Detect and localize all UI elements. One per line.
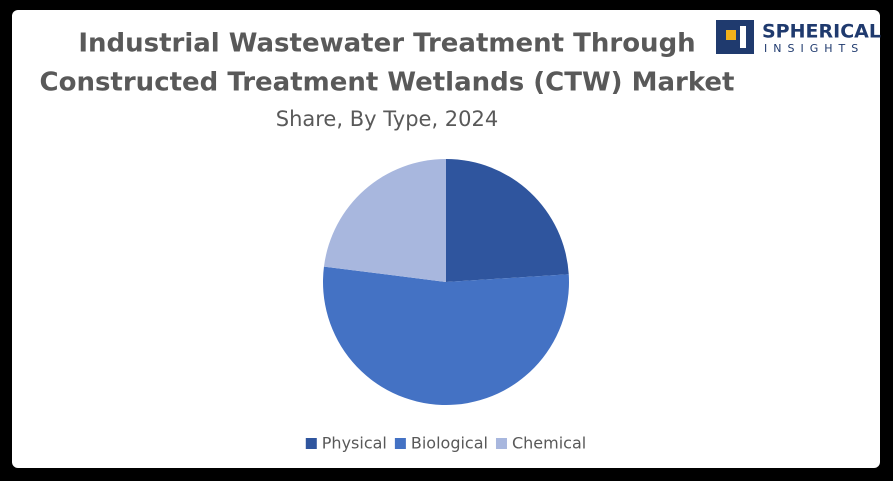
pie-slice bbox=[446, 159, 569, 282]
logo-mark-bar bbox=[740, 26, 746, 48]
legend-label: Physical bbox=[322, 434, 387, 453]
legend-label: Chemical bbox=[512, 434, 586, 453]
legend-label: Biological bbox=[411, 434, 488, 453]
pie-slice bbox=[322, 266, 569, 406]
legend-swatch bbox=[495, 438, 507, 449]
pie-slice bbox=[323, 159, 446, 282]
legend-swatch bbox=[305, 438, 317, 449]
chart-title: Industrial Wastewater Treatment Through bbox=[78, 29, 695, 59]
logo-name: SPHERICAL bbox=[762, 21, 881, 43]
legend-swatch bbox=[394, 438, 406, 449]
logo-tagline: INSIGHTS bbox=[764, 42, 864, 55]
logo: SPHERICAL INSIGHTS bbox=[716, 20, 881, 55]
logo-mark-accent bbox=[726, 30, 736, 40]
chart-subtitle: Share, By Type, 2024 bbox=[276, 107, 499, 131]
chart-title: Constructed Treatment Wetlands (CTW) Mar… bbox=[40, 68, 735, 98]
